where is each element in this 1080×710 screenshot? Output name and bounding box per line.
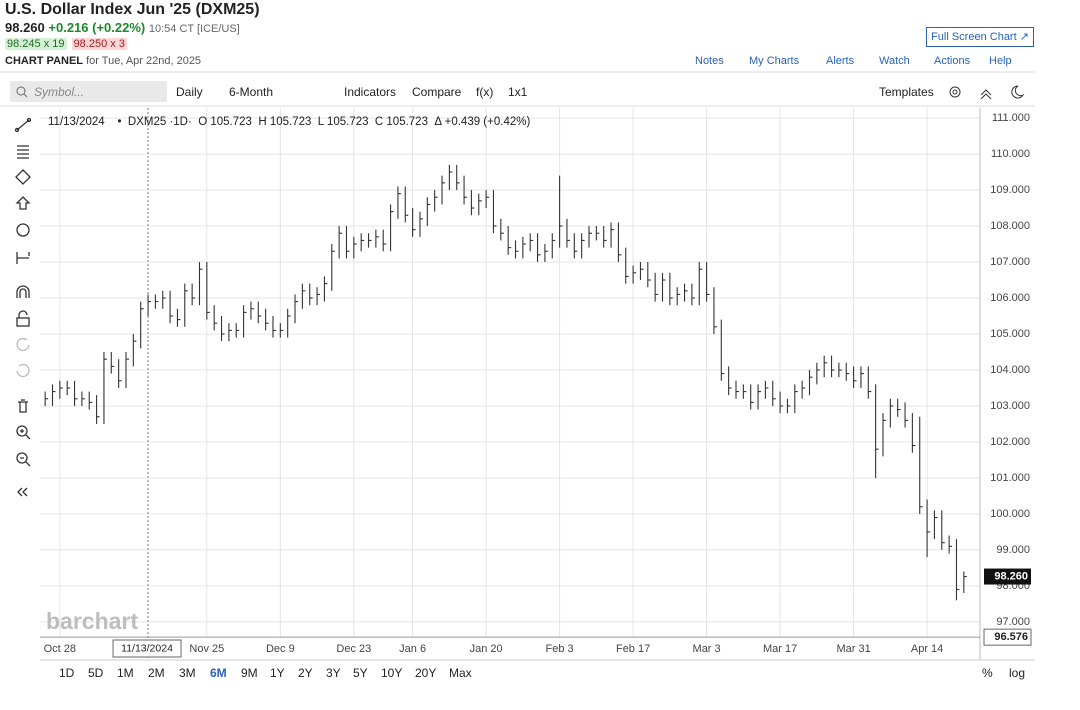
last-price-box [984,568,1031,585]
time: 10:54 CT [ICE/US] [148,23,240,35]
title: U.S. Dollar Index Jun '25 (DXM25) [5,1,260,18]
range-button[interactable]: 6M [210,666,227,680]
percent-toggle[interactable]: % [982,666,993,680]
y-tick-label: 104.000 [990,364,1030,376]
legend-symbol: DXM25 ·1D· [127,116,192,128]
x-tick-label: Apr 14 [911,643,943,655]
range-button[interactable]: 1Y [270,666,285,680]
panel: CHART PANEL for Tue, Apr 22nd, 2025 [5,55,201,67]
toolbar-item[interactable]: f(x) [476,85,494,99]
header-link[interactable]: Watch [879,55,910,67]
legend: 11/13/2024 • DXM25 ·1D· O 105.723 H 105.… [48,116,531,128]
range-button[interactable]: 3M [179,666,196,680]
legend-close: C 105.723 [374,116,428,128]
toolbar-item[interactable]: 6-Month [229,85,274,99]
x-tick-label: Feb 17 [616,643,650,655]
toolbar-icons[interactable] [946,83,1026,101]
legend-high: H 105.723 [258,116,312,128]
range-button[interactable]: 1M [117,666,134,680]
x-tick-label: Feb 3 [546,643,574,655]
y-tick-label: 106.000 [990,292,1030,304]
y-tick-label: 97.000 [996,616,1030,628]
header-link[interactable]: Actions [934,55,971,67]
x-tick-label: Nov 25 [189,643,224,655]
full-screen-button[interactable]: Full Screen Chart ↗ [926,27,1034,47]
header-link[interactable]: Alerts [826,55,855,67]
change: +0.216 (+0.22%) [48,20,146,35]
range-button[interactable]: 2M [148,666,165,680]
range-button[interactable]: 20Y [415,666,437,680]
range-button[interactable]: 5Y [353,666,368,680]
last-price-label: 98.260 [994,570,1028,582]
range-button[interactable]: 5D [88,666,104,680]
range-button[interactable]: 3Y [326,666,341,680]
bid-ask: 98.245 x 19 98.250 x 3 [5,38,127,50]
crosshair-x-label: 11/13/2024 [121,642,173,654]
symbol-search[interactable]: Symbol... [10,81,167,102]
legend-date: 11/13/2024 [48,116,105,128]
panel-date: for Tue, Apr 22nd, 2025 [86,55,202,67]
toolbar-item[interactable]: Compare [412,85,462,99]
y-tick-label: 111.000 [992,112,1030,124]
toolbar-item[interactable]: Daily [176,85,203,99]
x-tick-label: Jan 6 [399,643,426,655]
symbol-placeholder: Symbol... [34,85,85,99]
x-tick-label: Jan 20 [470,643,503,655]
last: 98.260 [5,20,45,35]
range-button[interactable]: 1D [59,666,75,680]
y-tick-label: 110.000 [991,148,1030,160]
crosshair-x-box [112,639,182,658]
ask: 98.250 x 3 [71,38,127,50]
log-toggle[interactable]: log [1009,666,1026,680]
legend-open: O 105.723 [198,116,252,128]
crosshair-y-label: 96.576 [994,631,1028,643]
x-tick-label: Dec 23 [336,643,371,655]
x-tick-label: Dec 9 [266,643,295,655]
x-tick-label: Oct 28 [44,643,76,655]
legend-low: L 105.723 [317,116,369,128]
x-tick-label: Mar 3 [693,643,721,655]
templates[interactable]: Templates [879,85,934,99]
x-tick-label: Mar 31 [836,643,870,655]
x-tick-label: Mar 17 [763,643,797,655]
panel-label: CHART PANEL [5,55,84,67]
drawing-tools[interactable] [14,117,32,497]
toolbar-item[interactable]: 1x1 [508,85,528,99]
header-link[interactable]: My Charts [749,55,800,67]
range-button[interactable]: 10Y [381,666,403,680]
y-tick-label: 100.000 [990,508,1030,520]
toolbar-item[interactable]: Indicators [344,85,397,99]
watermark: barchart [46,608,138,634]
y-tick-label: 102.000 [990,436,1030,448]
header-link[interactable]: Notes [695,55,724,67]
crosshair-y-box [983,628,1032,646]
quote: 98.260 +0.216 (+0.22%) 10:54 CT [ICE/US] [5,20,240,35]
range-button[interactable]: Max [449,666,472,680]
y-tick-label: 108.000 [990,220,1030,232]
range-button[interactable]: 9M [241,666,258,680]
y-tick-label: 109.000 [990,184,1030,196]
y-tick-label: 107.000 [990,256,1030,268]
y-tick-label: 105.000 [990,328,1030,340]
legend-delta: Δ +0.439 (+0.42%) [434,116,531,128]
y-tick-label: 101.000 [990,472,1030,484]
range-button[interactable]: 2Y [298,666,313,680]
plot: 97.00098.00099.000100.000101.000102.0001… [40,108,1035,661]
bid: 98.245 x 19 [5,38,67,50]
y-tick-label: 103.000 [990,400,1030,412]
y-tick-label: 99.000 [996,544,1030,556]
full-screen-label[interactable]: Full Screen Chart [931,31,1017,43]
header-link[interactable]: Help [989,55,1012,67]
search-icon [16,86,28,98]
margin [1037,0,1080,710]
